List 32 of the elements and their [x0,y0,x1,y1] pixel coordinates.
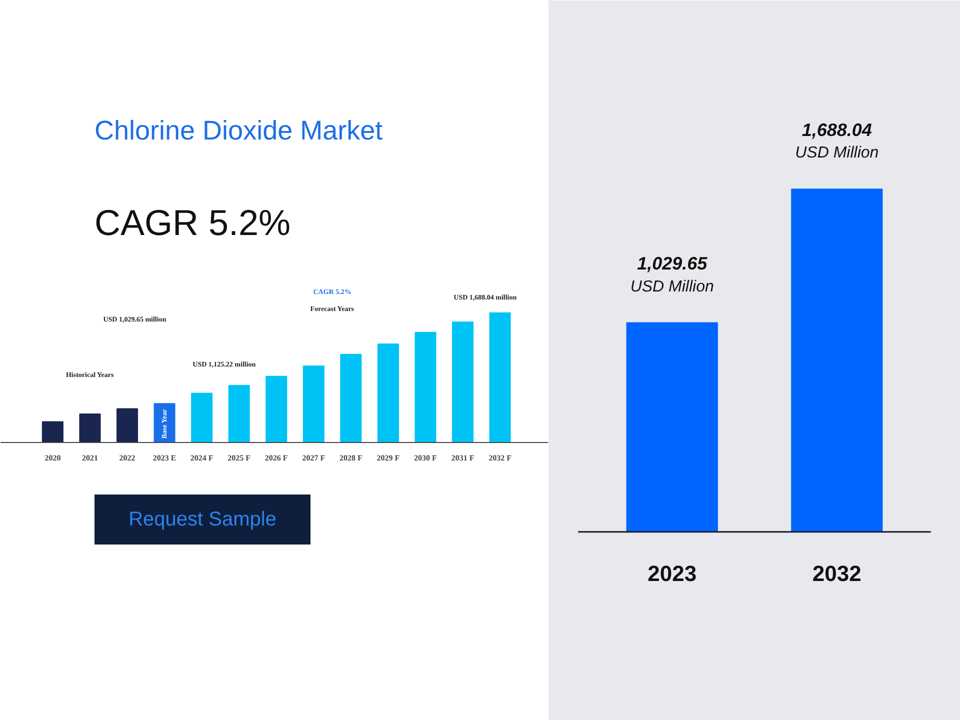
bar [116,408,138,442]
text: Request Sample [128,508,276,530]
x-tick-label: 2025 F [228,454,251,462]
x-tick-label: 2021 [82,454,98,462]
bar [42,421,64,442]
bar [302,366,324,442]
x-tick-label: 2030 F [414,454,438,462]
x-tick-label: 2028 F [339,454,362,462]
data-label: 1,688.04 USD Million [795,120,879,162]
bar [377,344,399,442]
x-tick-label: 2026 F [264,454,288,462]
bar [489,312,511,442]
text: CAGR 5.2% [94,202,291,243]
x-tick-label: 2020 [44,454,61,462]
x-tick-label: 2031 F [451,454,474,462]
x-tick-label: 2032 [812,561,862,586]
x-tick-label: 2032 F [488,454,512,462]
x-tick-label: 2024 F [190,454,214,462]
data-label: 1,029.65 USD Million [630,254,714,296]
bar [266,376,288,442]
bar [191,392,213,442]
bar [414,332,436,442]
x-tick-label: 2023 [648,561,697,586]
bar [452,321,474,442]
x-tick-label: 2029 F [376,454,400,462]
x-tick-label: 2022 [119,454,136,462]
x-tick-label: 2027 F [302,454,326,462]
x-tick-label: 2023 E [152,454,176,462]
text: Chlorine Dioxide Market [94,116,384,146]
bar [340,354,362,442]
bar [228,384,250,442]
bar [79,413,101,442]
